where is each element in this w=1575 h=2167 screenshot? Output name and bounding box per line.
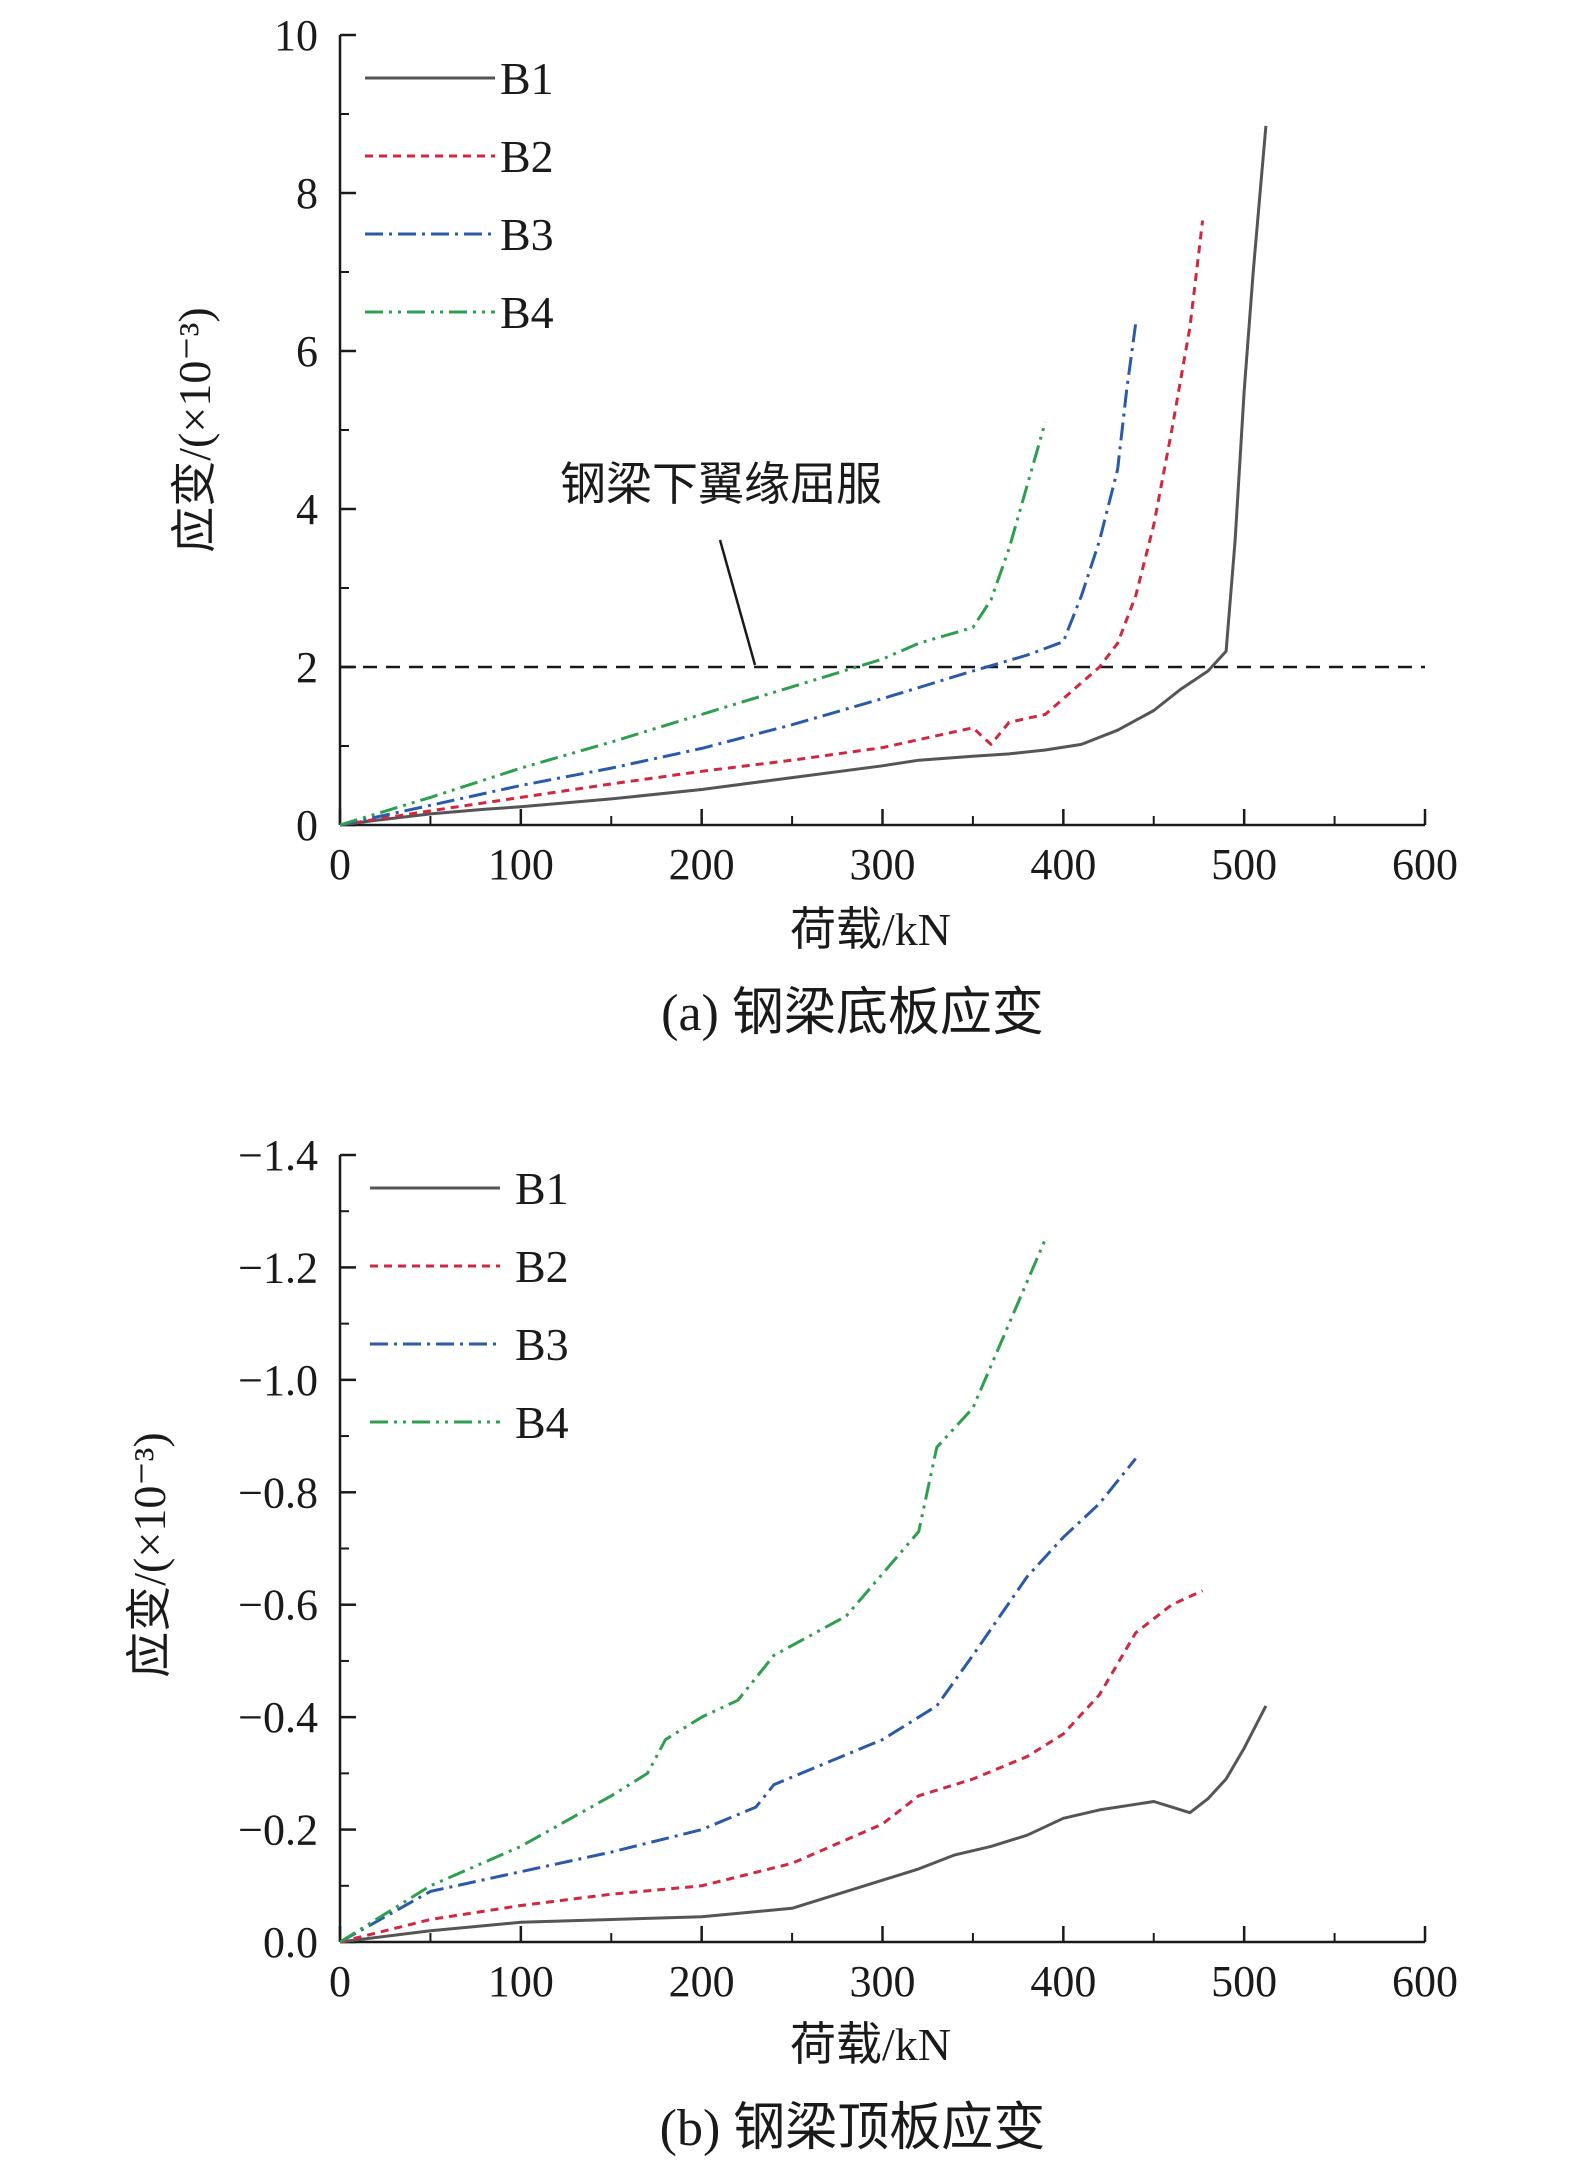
series-line-b3	[339, 1457, 1137, 1944]
y-tick-label: −0.8	[238, 1468, 318, 1517]
x-tick-label: 300	[850, 1957, 916, 2006]
legend-label-b3: B3	[500, 209, 554, 260]
chart-caption: (b) 钢梁顶板应变	[660, 2100, 1046, 2157]
x-tick-label: 200	[669, 1957, 735, 2006]
x-axis-title: 荷载/kN	[790, 2019, 951, 2070]
legend-label-b2: B2	[515, 1241, 569, 1292]
y-tick-label: −1.4	[238, 1131, 318, 1180]
legend-label-b4: B4	[515, 1397, 569, 1448]
x-tick-label: 100	[488, 1957, 554, 2006]
y-tick-label: −0.4	[238, 1693, 318, 1742]
chart-bottom-plate-strain: 0 100 200 300 400 500 600 0 2 4 6 8 10 荷载/kN 应变/(×10⁻³…	[169, 11, 1458, 1042]
x-tick-label: 400	[1030, 840, 1096, 889]
x-tick-label: 200	[669, 840, 735, 889]
legend-label-b1: B1	[515, 1163, 569, 1214]
x-tick-label: 500	[1211, 1957, 1277, 2006]
x-tick-label: 0	[329, 840, 351, 889]
y-axis-title: 应变/(×10⁻³)	[124, 1432, 175, 1677]
x-tick-label: 600	[1392, 1957, 1458, 2006]
series-line-b3	[339, 323, 1138, 827]
x-tick-label: 0	[329, 1957, 351, 2006]
x-axis-title: 荷载/kN	[790, 904, 951, 955]
chart-top-plate-strain: 0 100 200 300 400 500 600 0.0 −0.2 −0.4 −0.6 −0.8 −1…	[124, 1131, 1458, 2157]
y-tick-label: 0	[296, 801, 318, 850]
y-axis-title: 应变/(×10⁻³)	[169, 307, 220, 552]
y-tick-label: −1.2	[238, 1243, 318, 1292]
x-tick-label: 600	[1392, 840, 1458, 889]
x-tick-label: 500	[1211, 840, 1277, 889]
legend-label-b4: B4	[500, 287, 554, 338]
y-tick-label: 2	[296, 643, 318, 692]
y-tick-label: 8	[296, 169, 318, 218]
legend-label-b3: B3	[515, 1319, 569, 1370]
y-tick-label: −0.6	[238, 1581, 318, 1630]
x-tick-label: 400	[1030, 1957, 1096, 2006]
y-tick-label: −1.0	[238, 1356, 318, 1405]
series-line-b1	[339, 1705, 1268, 1944]
x-tick-label: 100	[488, 840, 554, 889]
series-line-b4	[339, 1238, 1047, 1944]
yield-annotation-label: 钢梁下翼缘屈服	[560, 459, 882, 510]
chart-caption: (a) 钢梁底板应变	[661, 985, 1044, 1042]
series-line-b2	[339, 1589, 1204, 1944]
x-tick-label: 300	[850, 840, 916, 889]
series-line-b1	[339, 125, 1268, 827]
y-tick-label: 6	[296, 327, 318, 376]
y-tick-label: −0.2	[238, 1806, 318, 1855]
yield-annotation-leader	[718, 539, 757, 666]
y-tick-label: 4	[296, 485, 318, 534]
legend-label-b2: B2	[500, 131, 554, 182]
y-tick-label: 0.0	[263, 1918, 318, 1967]
series-line-b2	[339, 220, 1205, 827]
legend-label-b1: B1	[500, 53, 554, 104]
y-tick-label: 10	[274, 11, 318, 60]
